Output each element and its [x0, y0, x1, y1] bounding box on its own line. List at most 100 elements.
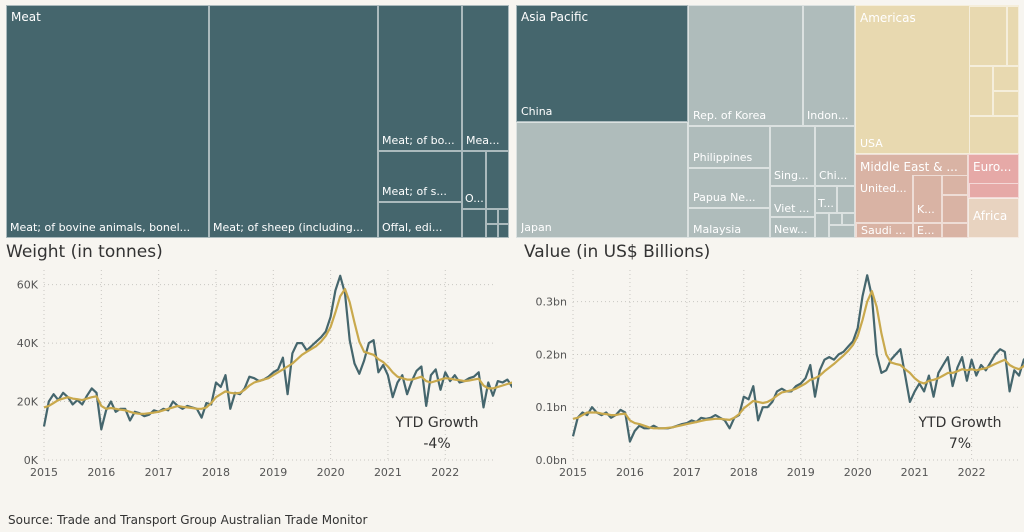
tile-small[interactable] [462, 209, 486, 238]
y-tick-label: 20K [17, 396, 39, 409]
tile-offal[interactable]: Offal, edi... [378, 202, 462, 238]
tile-bovine[interactable]: Meat Meat; of bovine animals, bonel... [6, 5, 209, 238]
tile-t[interactable]: T... [815, 186, 837, 213]
x-tick-label: 2018 [730, 466, 758, 479]
series-line [42, 274, 512, 431]
tile-sheep-frozen[interactable]: Meat; of s... [378, 151, 462, 202]
y-tick-label: 0.1bn [536, 401, 567, 414]
tile-label: Saudi ... [861, 224, 906, 237]
tile-malaysia[interactable]: Malaysia [688, 208, 770, 238]
tile-label: E... [917, 224, 935, 237]
x-tick-label: 2016 [87, 466, 115, 479]
tile-china[interactable]: Asia Pacific China [516, 5, 688, 122]
annotation-value: -4% [423, 436, 450, 452]
tile-europe[interactable]: Euro... [968, 154, 1019, 198]
tile-japan[interactable]: Japan [516, 122, 688, 238]
tile-newzealand[interactable]: New... [770, 217, 815, 238]
x-tick-label: 2022 [431, 466, 459, 479]
product-treemap: Meat Meat; of bovine animals, bonel... M… [6, 5, 509, 238]
tile-label: Meat; of bovine animals, bonel... [10, 221, 191, 234]
tile-small[interactable] [1007, 6, 1018, 66]
tile-label: Middle East & ... [860, 160, 958, 174]
tile-label: Mea... [466, 134, 500, 147]
tile-meat-other[interactable]: Mea... [462, 5, 509, 151]
tile-label: Papua Ne... [693, 191, 756, 204]
tile-k[interactable]: K... [913, 175, 942, 223]
x-tick-label: 2018 [202, 466, 230, 479]
region-label-americas: Americas [860, 11, 916, 25]
x-tick-label: 2020 [844, 466, 872, 479]
x-tick-label: 2017 [145, 466, 173, 479]
tile-label: T... [818, 197, 834, 210]
x-tick-label: 2016 [616, 466, 644, 479]
tile-label: Viet ... [774, 202, 810, 215]
tile-label: Indon... [807, 109, 849, 122]
tile-label: USA [860, 137, 883, 150]
tile-small[interactable] [842, 213, 855, 225]
tile-saudi[interactable]: Saudi ... [856, 223, 913, 237]
tile-label: United... [860, 182, 907, 195]
tile-sheep[interactable]: Meat; of sheep (including... [209, 5, 378, 238]
tile-usa[interactable]: Americas USA [855, 5, 1019, 154]
x-tick-label: 2019 [259, 466, 287, 479]
tile-small[interactable] [498, 224, 509, 238]
x-tick-label: 2020 [317, 466, 345, 479]
x-tick-label: 2021 [374, 466, 402, 479]
tile-bovine-frozen[interactable]: Meat; of bo... [378, 5, 462, 151]
tile-label: Philippines [693, 151, 753, 164]
tile-singapore[interactable]: Sing... [770, 126, 815, 186]
y-tick-label: 40K [17, 337, 39, 350]
market-treemap: Asia Pacific China Japan Rep. of Korea I… [516, 5, 1019, 238]
tile-small[interactable] [969, 116, 1018, 153]
tile-africa[interactable]: Africa [968, 198, 1019, 238]
tile-label: Meat; of bo... [382, 134, 455, 147]
tile-small[interactable] [837, 186, 855, 213]
tile-small[interactable] [486, 209, 498, 224]
y-tick-label: 0.2bn [536, 348, 567, 361]
tile-small[interactable] [969, 6, 1007, 66]
tile-chi[interactable]: Chi... [815, 126, 855, 186]
tile-middleeast[interactable]: Middle East & ... United... K... Saudi .… [855, 154, 968, 238]
series-line [571, 274, 1024, 443]
source-note: Source: Trade and Transport Group Austra… [8, 513, 368, 527]
x-tick-label: 2015 [559, 466, 587, 479]
x-tick-label: 2017 [673, 466, 701, 479]
tile-small[interactable] [498, 209, 509, 224]
tile-small[interactable] [942, 223, 967, 237]
tile-small[interactable] [829, 225, 855, 238]
x-tick-label: 2015 [30, 466, 58, 479]
weight-line-chart: 0K 20K 40K 60K 2015 2016 2017 2018 2019 2020 2021 2… [17, 270, 512, 479]
tile-vietnam[interactable]: Viet ... [770, 186, 815, 217]
tile-philippines[interactable]: Philippines [688, 126, 770, 168]
tile-korea[interactable]: Rep. of Korea [688, 5, 803, 126]
tile-label: Meat; of s... [382, 185, 447, 198]
tile-small[interactable] [969, 183, 1018, 197]
x-tick-label: 2019 [787, 466, 815, 479]
tile-e[interactable]: E... [913, 223, 942, 237]
value-chart-title: Value (in US$ Billions) [524, 242, 711, 262]
tile-label: O... [465, 192, 484, 205]
tile-small[interactable] [815, 213, 829, 238]
tile-o[interactable]: O... [462, 151, 486, 209]
tile-label: New... [774, 223, 808, 236]
tile-small[interactable] [942, 175, 967, 195]
tile-small[interactable] [969, 66, 993, 116]
tile-label: Offal, edi... [382, 221, 443, 234]
tile-label: Malaysia [693, 223, 742, 236]
tile-label: China [521, 105, 553, 118]
tile-uae[interactable]: United... [856, 175, 913, 223]
group-label-meat: Meat [11, 10, 41, 24]
tile-small[interactable] [486, 151, 509, 209]
tile-indonesia[interactable]: Indon... [803, 5, 855, 126]
tile-small[interactable] [993, 91, 1018, 116]
region-label-asia: Asia Pacific [521, 10, 589, 24]
tile-small[interactable] [829, 213, 842, 225]
value-line-chart: 0.0bn 0.1bn 0.2bn 0.3bn 2015 2016 2017 2018 2019… [536, 270, 1024, 479]
tile-label: Africa [973, 209, 1008, 223]
tile-small[interactable] [993, 66, 1018, 91]
tile-label: Sing... [774, 169, 809, 182]
tile-small[interactable] [942, 195, 967, 223]
tile-small[interactable] [486, 224, 498, 238]
tile-png[interactable]: Papua Ne... [688, 168, 770, 208]
tile-label: Japan [521, 221, 552, 234]
